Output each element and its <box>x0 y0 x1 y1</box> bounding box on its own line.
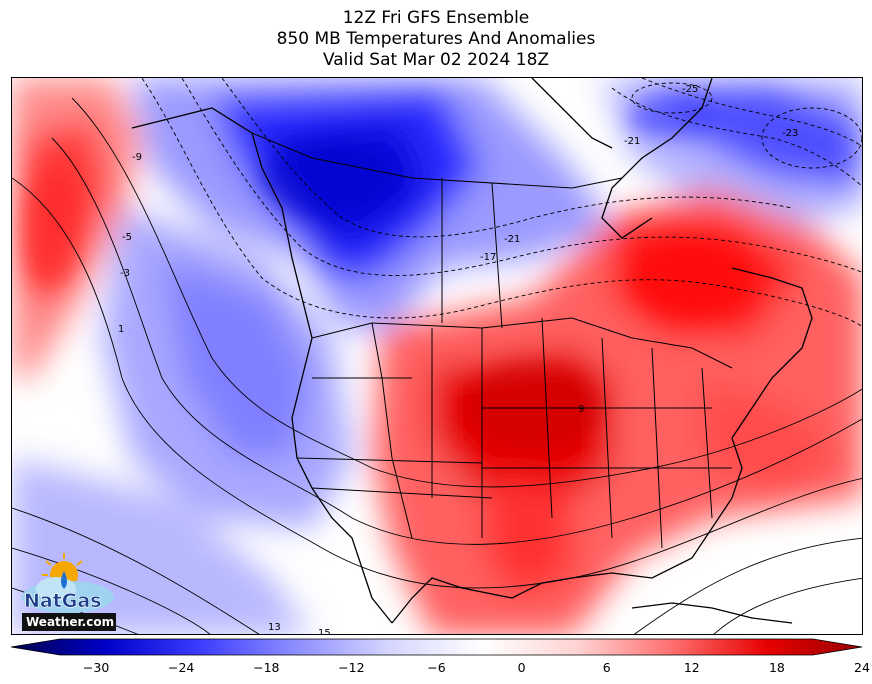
colorbar-tick-label: 24 <box>854 660 870 675</box>
title-line-1: 12Z Fri GFS Ensemble <box>342 8 530 28</box>
logo-name: NatGas <box>24 590 102 612</box>
logo-graphic: NatGas Weather.com <box>22 553 116 631</box>
logo-domain: Weather.com <box>26 615 114 629</box>
contour-label: 1 <box>118 324 124 335</box>
colorbar-tick-label: −12 <box>338 660 365 675</box>
contour-label: 13 <box>268 622 281 633</box>
contour-label: -9 <box>132 152 142 163</box>
contour-label: -5 <box>122 232 132 243</box>
map-canvas: -25 -23 -21 -21 -17 -9 -5 -3 1 9 13 15 <box>12 78 862 635</box>
contour-label: -21 <box>624 136 640 147</box>
temperature-contours <box>12 97 862 634</box>
contour-label: 15 <box>318 628 331 635</box>
colorbar-tick-label: −30 <box>82 660 110 675</box>
title-line-3: Valid Sat Mar 02 2024 18Z <box>322 50 550 70</box>
contour-label: -3 <box>120 268 130 279</box>
colorbar-tick-label: 12 <box>683 660 700 675</box>
contour-label: 9 <box>578 404 584 415</box>
colorbar-body <box>10 638 863 656</box>
title-line-2: 850 MB Temperatures And Anomalies <box>276 29 596 49</box>
cold-contours-dashed <box>141 78 862 328</box>
contour-label: -17 <box>480 252 496 263</box>
colorbar-tick-label: 18 <box>768 660 785 675</box>
colorbar <box>10 638 863 656</box>
colorbar-tick-label: −18 <box>253 660 280 675</box>
contour-label: -21 <box>504 234 520 245</box>
contour-label: -23 <box>782 128 798 139</box>
colorbar-tick-label: 6 <box>602 660 611 675</box>
anomaly-map: -25 -23 -21 -21 -17 -9 -5 -3 1 9 13 15 <box>11 77 863 635</box>
contour-label: -25 <box>682 84 698 95</box>
coastlines <box>131 78 813 624</box>
natgas-logo: NatGas Weather.com <box>20 553 120 633</box>
political-borders <box>251 132 733 549</box>
colorbar-tick-label: −6 <box>427 660 446 675</box>
colorbar-tick-label: −24 <box>167 660 195 675</box>
colorbar-tick-label: 0 <box>517 660 526 675</box>
